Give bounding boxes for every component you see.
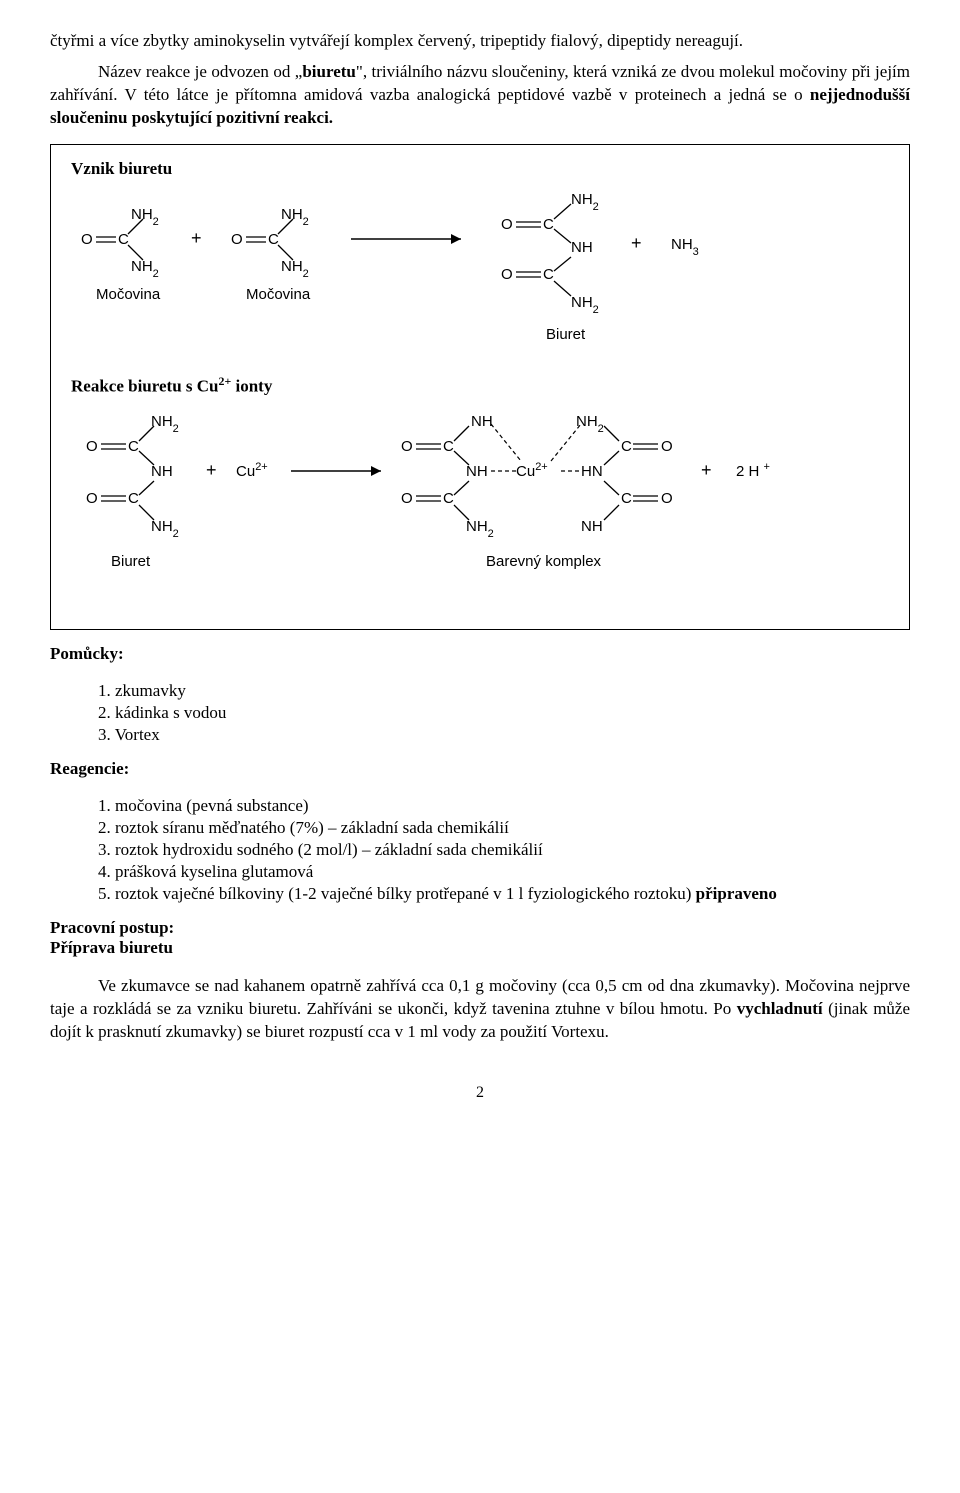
text: prášková kyselina glutamová — [115, 862, 313, 881]
list-item: 3. roztok hydroxidu sodného (2 mol/l) – … — [98, 840, 910, 860]
svg-text:C: C — [128, 438, 139, 455]
svg-text:NH: NH — [151, 463, 173, 480]
svg-text:2 H +: 2 H + — [736, 461, 770, 480]
reagencie-list: 1. močovina (pevná substance) 2. roztok … — [50, 796, 910, 904]
svg-text:C: C — [268, 231, 279, 248]
pomucky-heading: Pomůcky: — [50, 644, 910, 664]
list-item: 4. prášková kyselina glutamová — [98, 862, 910, 882]
svg-text:NH2: NH2 — [571, 191, 599, 213]
cu-complex-diagram: NH2 O C NH O C NH2 Biuret + Cu2+ NH O C … — [71, 406, 891, 606]
intro-paragraph-1: čtyřmi a více zbytky aminokyselin vytvář… — [50, 30, 910, 53]
svg-text:O: O — [401, 490, 413, 507]
svg-text:+: + — [191, 228, 202, 248]
svg-text:O: O — [86, 438, 98, 455]
svg-text:NH2: NH2 — [131, 206, 159, 228]
svg-text:C: C — [621, 490, 632, 507]
svg-text:C: C — [543, 216, 554, 233]
list-item: 1. močovina (pevná substance) — [98, 796, 910, 816]
svg-text:NH: NH — [471, 413, 493, 430]
svg-text:Močovina: Močovina — [246, 286, 311, 303]
svg-text:NH2: NH2 — [151, 413, 179, 435]
list-item: 2. roztok síranu měďnatého (7%) – základ… — [98, 818, 910, 838]
svg-text:O: O — [231, 231, 243, 248]
svg-text:NH: NH — [571, 239, 593, 256]
svg-text:Cu2+: Cu2+ — [516, 461, 548, 480]
svg-text:C: C — [128, 490, 139, 507]
svg-text:NH2: NH2 — [151, 518, 179, 540]
text: roztok hydroxidu sodného (2 mol/l) – zák… — [115, 840, 543, 859]
svg-text:NH: NH — [466, 463, 488, 480]
biuret-term: biuretu — [302, 62, 356, 81]
svg-text:NH2: NH2 — [466, 518, 494, 540]
svg-text:Cu2+: Cu2+ — [236, 461, 268, 480]
svg-text:NH: NH — [581, 518, 603, 535]
svg-text:Biuret: Biuret — [546, 326, 586, 343]
svg-text:HN: HN — [581, 463, 603, 480]
diagram-title-1: Vznik biuretu — [71, 159, 889, 179]
text: roztok síranu měďnatého (7%) – základní … — [115, 818, 509, 837]
svg-text:+: + — [701, 460, 712, 480]
list-item: 2. kádinka s vodou — [98, 703, 910, 723]
svg-text:O: O — [661, 438, 673, 455]
text: Vortex — [115, 725, 160, 744]
svg-text:C: C — [443, 490, 454, 507]
svg-text:Biuret: Biuret — [111, 553, 151, 570]
list-item: 1. zkumavky — [98, 681, 910, 701]
svg-text:O: O — [501, 216, 513, 233]
svg-text:+: + — [631, 233, 642, 253]
bold-word: vychladnutí — [737, 999, 823, 1018]
svg-text:NH2: NH2 — [571, 294, 599, 316]
svg-text:NH2: NH2 — [576, 413, 604, 435]
reagencie-heading: Reagencie: — [50, 759, 910, 779]
svg-text:C: C — [621, 438, 632, 455]
list-item: 3. Vortex — [98, 725, 910, 745]
diagram-title-2: Reakce biuretu s Cu2+ ionty — [71, 374, 889, 397]
postup-paragraph: Ve zkumavce se nad kahanem opatrně zahří… — [50, 975, 910, 1044]
svg-text:O: O — [501, 266, 513, 283]
svg-text:NH2: NH2 — [281, 206, 309, 228]
pomucky-list: 1. zkumavky 2. kádinka s vodou 3. Vortex — [50, 681, 910, 745]
svg-text:O: O — [401, 438, 413, 455]
chemistry-diagram-box: Vznik biuretu NH2 O C NH2 Močovina + NH2… — [50, 144, 910, 631]
svg-text:C: C — [443, 438, 454, 455]
svg-text:C: C — [543, 266, 554, 283]
svg-text:O: O — [81, 231, 93, 248]
intro-paragraph-2: Název reakce je odvozen od „biuretu", tr… — [50, 61, 910, 130]
bold-word: připraveno — [696, 884, 777, 903]
postup-heading: Pracovní postup: — [50, 918, 910, 938]
list-item: 5. roztok vaječné bílkoviny (1-2 vaječné… — [98, 884, 910, 904]
page-number: 2 — [50, 1084, 910, 1102]
biuret-formation-diagram: NH2 O C NH2 Močovina + NH2 O C NH2 Močov… — [71, 189, 871, 369]
svg-text:NH2: NH2 — [131, 258, 159, 280]
svg-text:C: C — [118, 231, 129, 248]
svg-text:O: O — [86, 490, 98, 507]
svg-text:NH2: NH2 — [281, 258, 309, 280]
postup-sub1: Příprava biuretu — [50, 938, 910, 958]
svg-text:NH3: NH3 — [671, 236, 699, 258]
svg-text:Barevný komplex: Barevný komplex — [486, 553, 602, 570]
svg-text:O: O — [661, 490, 673, 507]
svg-text:+: + — [206, 460, 217, 480]
text: zkumavky — [115, 681, 186, 700]
text: močovina (pevná substance) — [115, 796, 309, 815]
text: kádinka s vodou — [115, 703, 226, 722]
svg-text:Močovina: Močovina — [96, 286, 161, 303]
text: Název reakce je odvozen od „ — [98, 62, 302, 81]
